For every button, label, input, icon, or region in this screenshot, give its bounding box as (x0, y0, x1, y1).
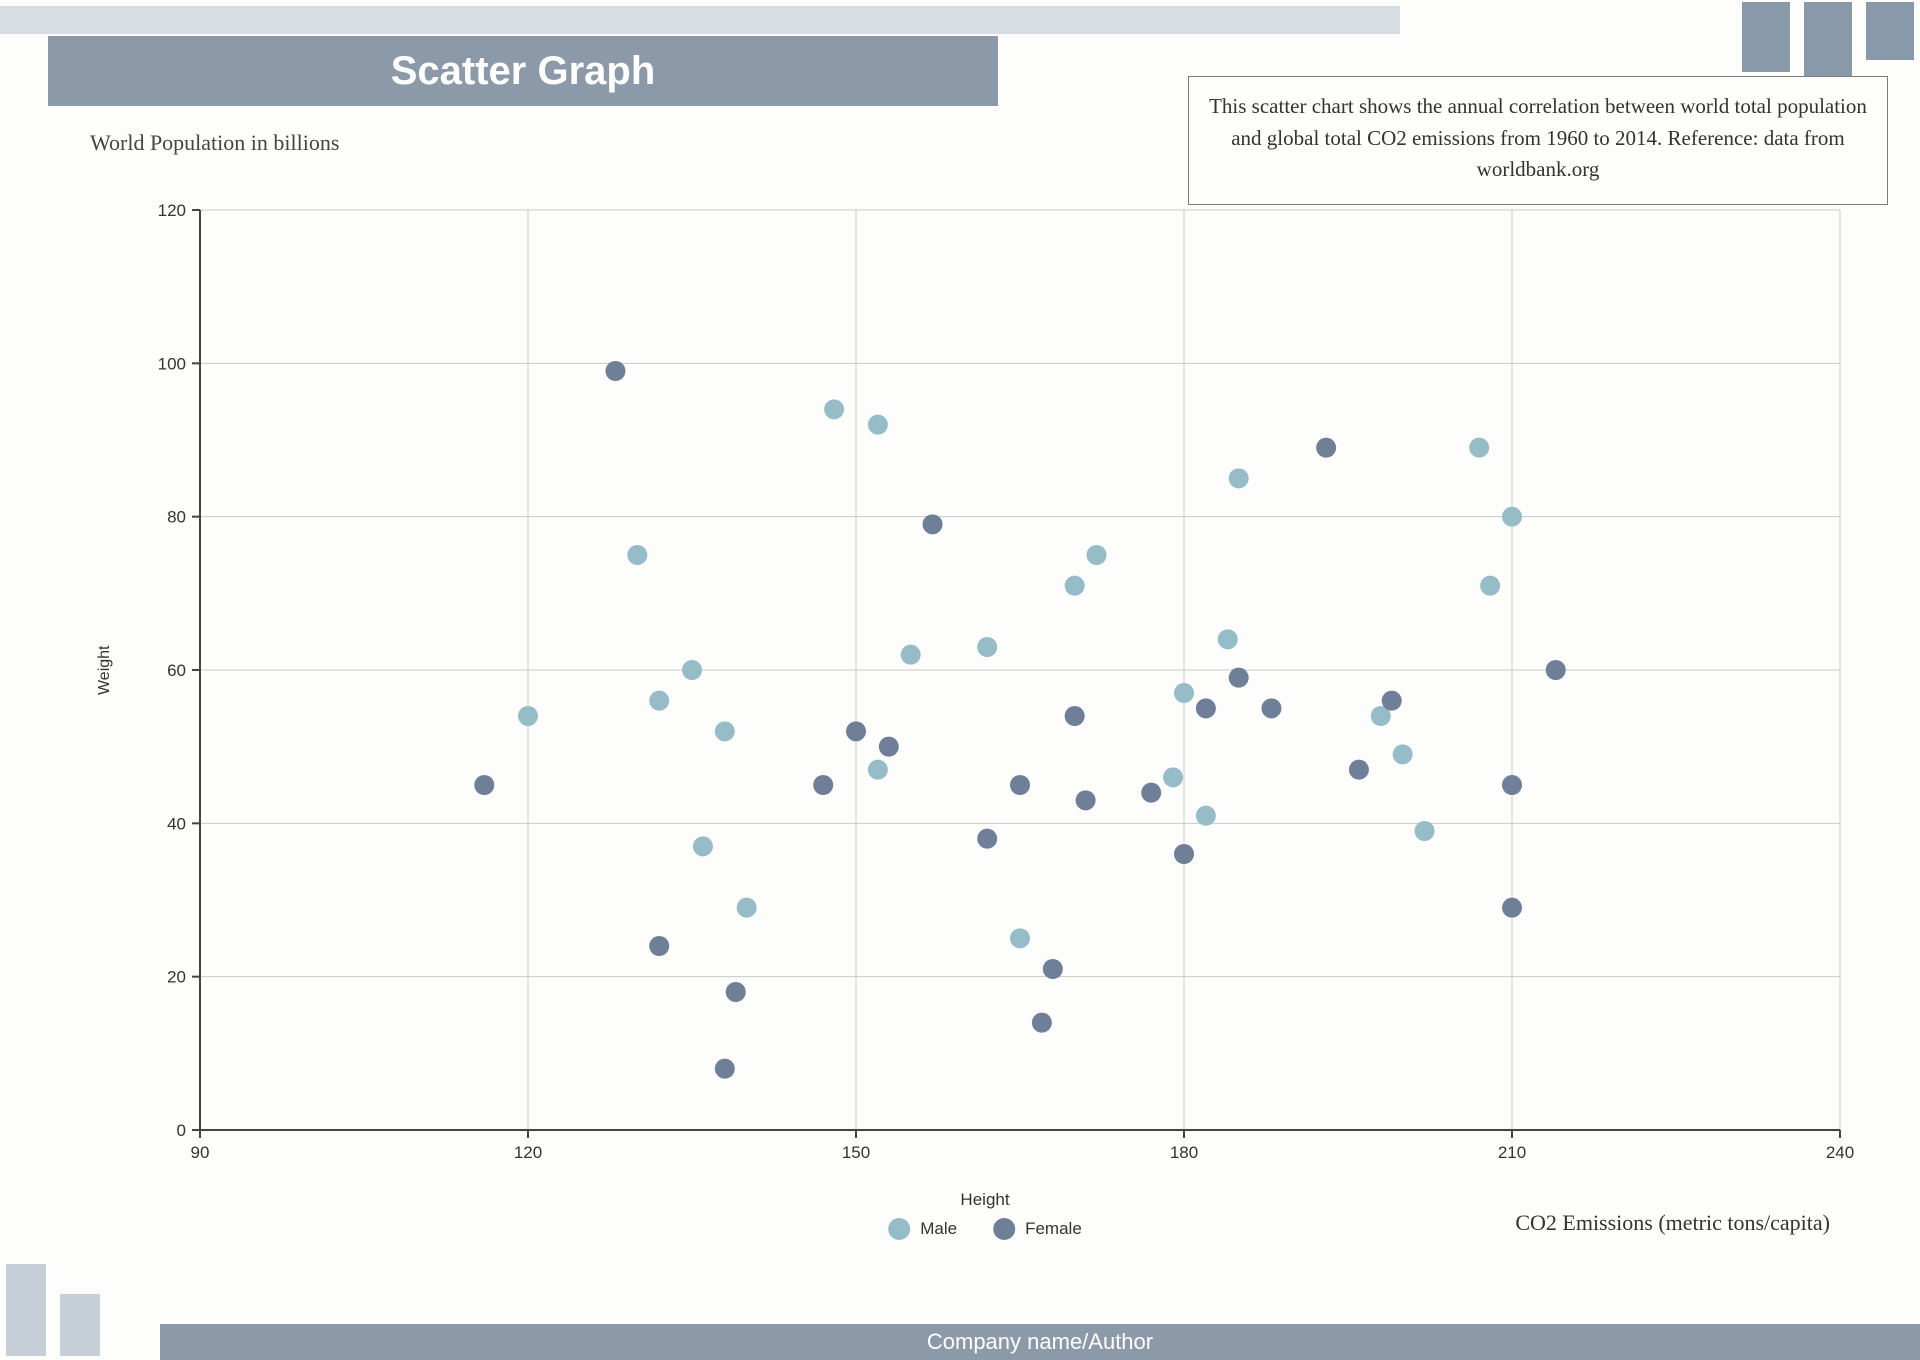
data-point (1502, 898, 1522, 918)
svg-text:100: 100 (158, 354, 186, 373)
data-point (1174, 844, 1194, 864)
page: Scatter Graph This scatter chart shows t… (0, 0, 1920, 1360)
data-point (1163, 767, 1183, 787)
data-point (605, 361, 625, 381)
data-point (1546, 660, 1566, 680)
data-point (1229, 668, 1249, 688)
data-point (715, 721, 735, 741)
data-point (868, 760, 888, 780)
data-point (726, 982, 746, 1002)
data-point (977, 829, 997, 849)
data-point (1065, 576, 1085, 596)
data-point (977, 637, 997, 657)
data-point (649, 936, 669, 956)
decor-block (6, 1264, 46, 1356)
footer-bar: Company name/Author (160, 1324, 1920, 1360)
data-point (682, 660, 702, 680)
decor-bottom-left (6, 1264, 100, 1356)
data-point (1174, 683, 1194, 703)
data-point (824, 399, 844, 419)
data-point (1502, 775, 1522, 795)
decor-block (60, 1294, 100, 1356)
svg-text:180: 180 (1170, 1143, 1198, 1162)
svg-text:240: 240 (1826, 1143, 1854, 1162)
svg-text:120: 120 (158, 201, 186, 220)
svg-text:20: 20 (167, 968, 186, 987)
x-axis-label: Height (960, 1190, 1009, 1210)
x-axis-sub-label: CO2 Emissions (metric tons/capita) (1515, 1210, 1830, 1236)
data-point (1261, 698, 1281, 718)
svg-text:210: 210 (1498, 1143, 1526, 1162)
data-point (901, 645, 921, 665)
data-point (846, 721, 866, 741)
data-point (1218, 629, 1238, 649)
footer-text: Company name/Author (927, 1329, 1153, 1355)
data-point (693, 836, 713, 856)
data-point (518, 706, 538, 726)
data-point (1087, 545, 1107, 565)
decor-block (1866, 2, 1914, 60)
decor-top-blocks (1742, 2, 1914, 84)
data-point (1469, 438, 1489, 458)
data-point (1196, 698, 1216, 718)
decor-block (1742, 2, 1790, 72)
legend-swatch (993, 1218, 1015, 1240)
subtitle: World Population in billions (90, 130, 339, 156)
data-point (1229, 468, 1249, 488)
data-point (1349, 760, 1369, 780)
svg-text:0: 0 (177, 1121, 186, 1140)
data-point (737, 898, 757, 918)
page-title: Scatter Graph (391, 49, 656, 94)
data-point (1393, 744, 1413, 764)
svg-text:150: 150 (842, 1143, 870, 1162)
data-point (1141, 783, 1161, 803)
scatter-chart: 90120150180210240020406080100120 Weight … (110, 190, 1860, 1200)
data-point (923, 514, 943, 534)
data-point (1196, 806, 1216, 826)
chart-svg: 90 120 150 180 210 240 0 20 40 60 80 100 120 (110, 190, 1860, 1200)
legend-swatch (888, 1218, 910, 1240)
data-point (627, 545, 647, 565)
data-point (1502, 507, 1522, 527)
data-point (1316, 438, 1336, 458)
data-point (1382, 691, 1402, 711)
legend: Male Female (888, 1218, 1082, 1240)
legend-item: Male (888, 1218, 957, 1240)
svg-text:40: 40 (167, 814, 186, 833)
data-point (1010, 928, 1030, 948)
description-box: This scatter chart shows the annual corr… (1188, 76, 1888, 205)
data-point (1415, 821, 1435, 841)
description-text: This scatter chart shows the annual corr… (1209, 94, 1867, 181)
legend-label: Female (1025, 1219, 1082, 1239)
data-point (1076, 790, 1096, 810)
data-point (715, 1059, 735, 1079)
data-point (813, 775, 833, 795)
data-point (649, 691, 669, 711)
data-point (879, 737, 899, 757)
data-point (1065, 706, 1085, 726)
legend-label: Male (920, 1219, 957, 1239)
decor-top-strip (0, 6, 1400, 34)
decor-block (1804, 2, 1852, 84)
data-point (1032, 1013, 1052, 1033)
legend-item: Female (993, 1218, 1082, 1240)
data-point (1043, 959, 1063, 979)
data-point (1480, 576, 1500, 596)
title-bar: Scatter Graph (48, 36, 998, 106)
data-point (868, 415, 888, 435)
svg-text:120: 120 (514, 1143, 542, 1162)
svg-text:80: 80 (167, 508, 186, 527)
data-point (474, 775, 494, 795)
y-axis-label: Weight (96, 645, 114, 695)
svg-text:60: 60 (167, 661, 186, 680)
data-point (1010, 775, 1030, 795)
svg-text:90: 90 (191, 1143, 210, 1162)
